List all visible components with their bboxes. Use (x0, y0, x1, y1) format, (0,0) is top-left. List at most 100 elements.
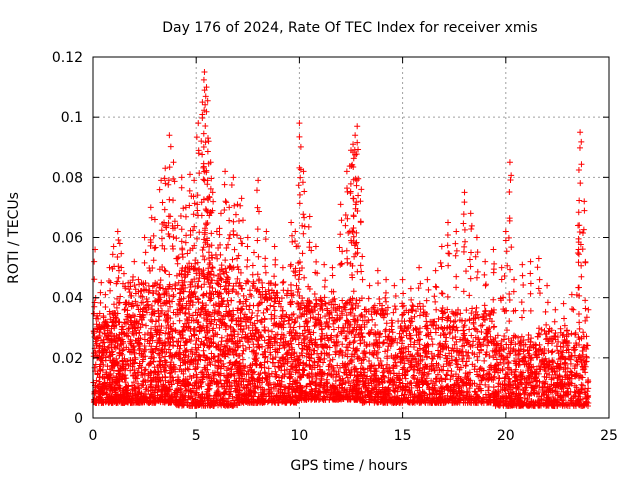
data-point (157, 377, 164, 384)
data-point (137, 324, 144, 331)
data-point (132, 356, 139, 363)
data-point (227, 391, 234, 398)
data-point (168, 391, 175, 398)
data-point (108, 344, 115, 351)
data-point (204, 316, 211, 323)
data-point (174, 306, 181, 313)
data-point (102, 357, 109, 364)
data-point (199, 300, 206, 307)
data-point (139, 372, 146, 379)
data-point (143, 306, 150, 313)
data-point (141, 399, 148, 406)
data-point (164, 334, 171, 341)
data-point (162, 393, 169, 400)
data-point (145, 282, 152, 289)
data-point (131, 385, 138, 392)
data-point (94, 335, 101, 342)
data-point (101, 375, 108, 382)
data-point (148, 377, 155, 384)
data-point (100, 383, 107, 390)
data-point (153, 378, 160, 385)
data-point (109, 387, 116, 394)
data-point (210, 332, 217, 339)
data-point (166, 378, 173, 385)
data-point (154, 299, 161, 306)
data-point (91, 390, 98, 397)
data-point (122, 379, 129, 386)
data-point (159, 340, 166, 347)
data-point (122, 372, 129, 379)
data-point (109, 397, 116, 404)
data-point (124, 392, 131, 399)
data-point (119, 371, 126, 378)
data-point (135, 306, 142, 313)
data-point (138, 382, 145, 389)
data-point (99, 366, 106, 373)
data-point (155, 307, 162, 314)
data-point (107, 381, 114, 388)
data-point (133, 373, 140, 380)
data-point (106, 339, 113, 346)
data-point (131, 359, 138, 366)
data-point (138, 351, 145, 358)
data-point (210, 302, 217, 309)
data-point (112, 389, 119, 396)
data-point (168, 365, 175, 372)
data-point (200, 347, 207, 354)
data-point (218, 338, 225, 345)
data-point (96, 363, 103, 370)
data-point (118, 341, 125, 348)
data-point (134, 340, 141, 347)
data-point (149, 349, 156, 356)
data-point (100, 336, 107, 343)
data-point (168, 359, 175, 366)
data-point (230, 328, 237, 335)
data-point (156, 313, 163, 320)
data-point (159, 397, 166, 404)
data-point (144, 377, 151, 384)
data-point (147, 335, 154, 342)
data-point (95, 334, 102, 341)
data-point (151, 310, 158, 317)
data-point (176, 366, 183, 373)
data-point (135, 399, 142, 406)
data-point (165, 307, 172, 314)
data-point (151, 364, 158, 371)
data-point (173, 272, 180, 279)
data-point (109, 365, 116, 372)
data-point (139, 293, 146, 300)
data-point (147, 316, 154, 323)
data-point (155, 383, 162, 390)
data-point (128, 292, 135, 299)
data-point (115, 368, 122, 375)
data-point (124, 399, 131, 406)
data-point (128, 342, 135, 349)
data-point (167, 303, 174, 310)
data-point (143, 302, 150, 309)
data-point (161, 388, 168, 395)
data-point (155, 350, 162, 357)
data-point (195, 266, 202, 273)
data-point (155, 368, 162, 375)
data-point (124, 357, 131, 364)
data-point (96, 329, 103, 336)
data-point (148, 384, 155, 391)
data-point (177, 289, 184, 296)
data-point (170, 291, 177, 298)
data-point (127, 336, 134, 343)
data-point (106, 396, 113, 403)
data-point (119, 363, 126, 370)
data-point (124, 318, 131, 325)
data-point (158, 346, 165, 353)
data-point (151, 298, 158, 305)
data-point (129, 386, 136, 393)
data-point (94, 370, 101, 377)
data-point (130, 360, 137, 367)
data-point (157, 377, 164, 384)
data-point (215, 353, 222, 360)
data-point (152, 318, 159, 325)
data-point (185, 353, 192, 360)
data-point (210, 272, 217, 279)
data-point (162, 362, 169, 369)
data-point (106, 390, 113, 397)
